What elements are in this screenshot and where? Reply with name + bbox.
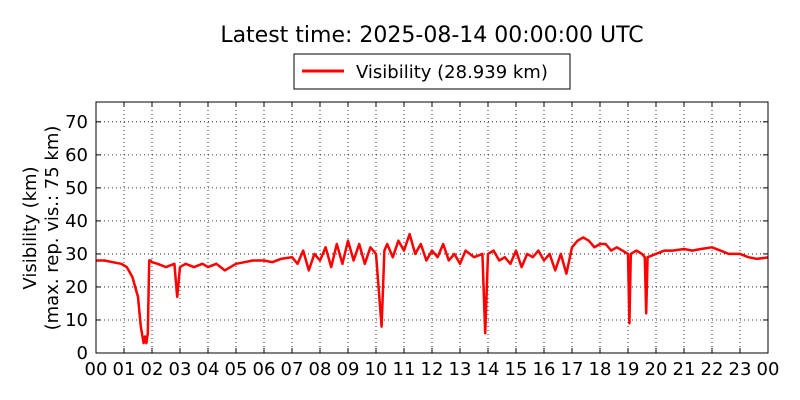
- x-tick-label: 05: [225, 359, 248, 380]
- plot-area-frame: [95, 101, 769, 354]
- x-axis: 00 01 02 03 04 05 06 07 08 09 10 11 12 13 14 15 16 17 18 19…: [85, 102, 780, 380]
- x-tick-label: 16: [533, 359, 556, 380]
- chart-title: Latest time: 2025-08-14 00:00:00 UTC: [220, 23, 643, 48]
- visibility-series-line: [96, 232, 769, 345]
- grid-lines: [96, 102, 768, 353]
- x-tick-label: 00: [85, 359, 108, 380]
- x-tick-label: 10: [365, 359, 388, 380]
- legend-label: Visibility (28.939 km): [356, 62, 548, 83]
- x-tick-label: 23: [729, 359, 752, 380]
- x-tick-label: 14: [477, 359, 500, 380]
- plot-line-group: [96, 232, 769, 345]
- x-tick-label: 04: [197, 359, 220, 380]
- x-tick-label: 19: [617, 359, 640, 380]
- x-tick-label: 12: [421, 359, 444, 380]
- x-tick-label: 22: [701, 359, 724, 380]
- x-tick-label: 11: [393, 359, 416, 380]
- x-tick-label: 08: [309, 359, 332, 380]
- y-tick-label: 20: [65, 277, 88, 298]
- y-tick-label: 0: [77, 343, 88, 364]
- x-tick-label: 17: [561, 359, 584, 380]
- y-axis: 0 10 20 30 40 50 60 70: [65, 112, 768, 364]
- x-tick-label: 21: [673, 359, 696, 380]
- legend: Visibility (28.939 km): [293, 53, 571, 90]
- x-tick-label: 06: [253, 359, 276, 380]
- y-tick-label: 30: [65, 244, 88, 265]
- x-tick-label: 18: [589, 359, 612, 380]
- x-tick-label: 07: [281, 359, 304, 380]
- x-tick-label: 00: [757, 359, 780, 380]
- y-axis-label-line2: (max. rep. vis.: 75 km): [42, 126, 63, 331]
- y-tick-label: 40: [65, 211, 88, 232]
- x-tick-label: 02: [141, 359, 164, 380]
- x-tick-label: 13: [449, 359, 472, 380]
- x-tick-label: 15: [505, 359, 528, 380]
- y-tick-label: 60: [65, 145, 88, 166]
- x-tick-label: 20: [645, 359, 668, 380]
- x-tick-label: 01: [113, 359, 136, 380]
- y-tick-label: 70: [65, 112, 88, 133]
- y-tick-label: 50: [65, 178, 88, 199]
- x-tick-label: 03: [169, 359, 192, 380]
- x-tick-label: 09: [337, 359, 360, 380]
- y-axis-label-line1: Visibility (km): [20, 166, 41, 289]
- y-tick-label: 10: [65, 310, 88, 331]
